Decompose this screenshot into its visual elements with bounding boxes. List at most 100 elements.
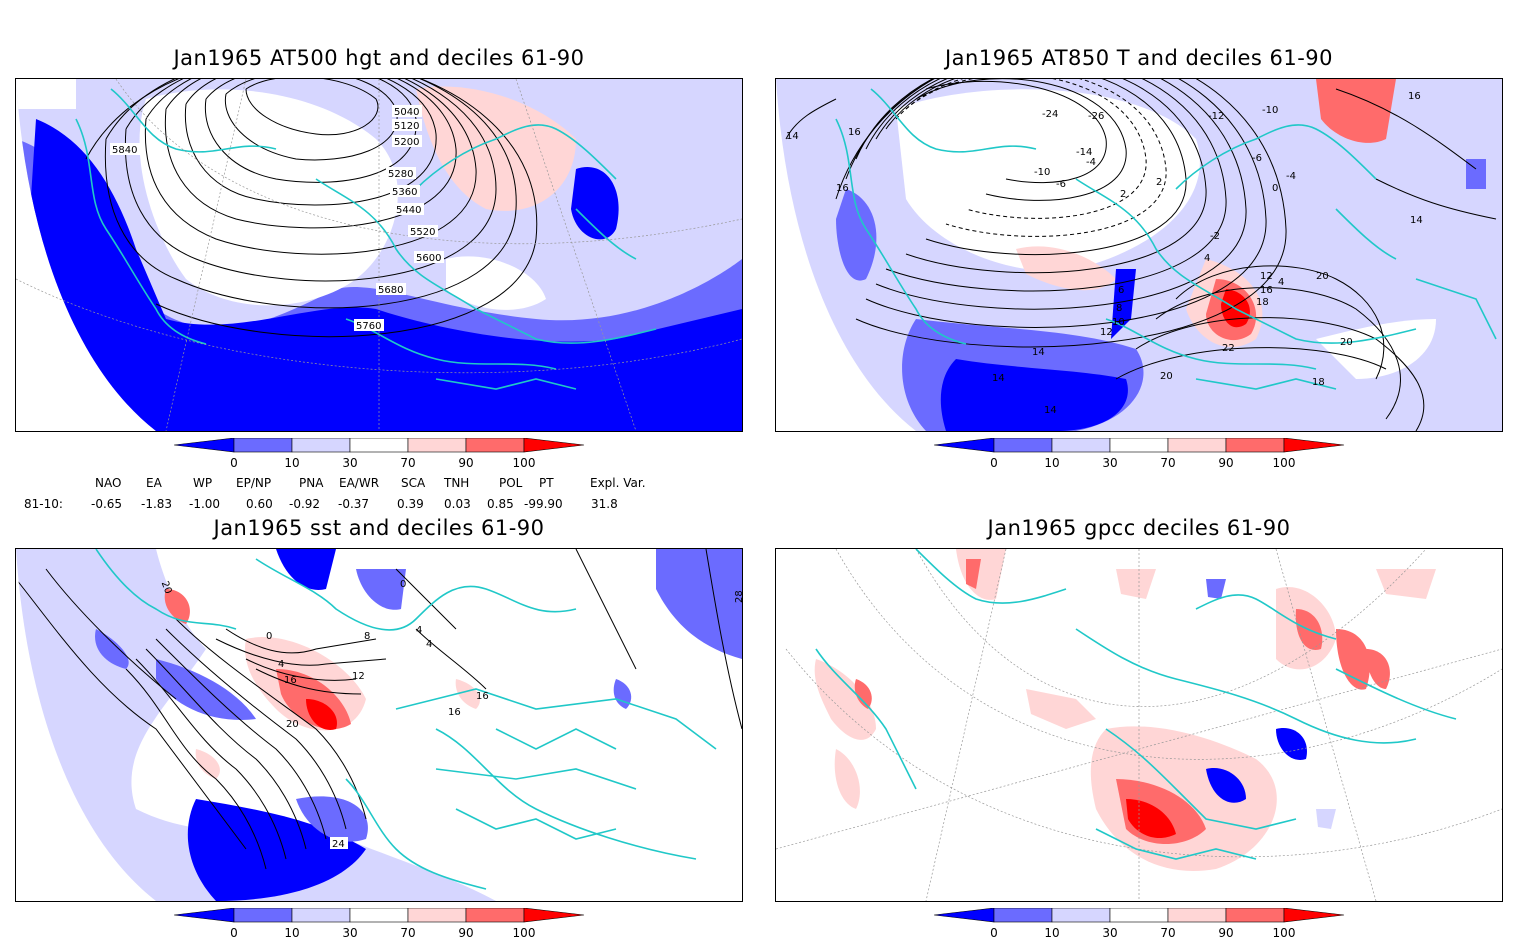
contour-label: 4 (1204, 253, 1210, 264)
contour-label: 0 (400, 579, 406, 590)
colorbar-segment (349, 438, 409, 453)
contour-label: 4 (1278, 277, 1284, 288)
panel-title-sst: Jan1965 sst and deciles 61-90 (213, 516, 545, 540)
index-header: TNH (444, 476, 470, 490)
contour-label: 5760 (356, 321, 381, 332)
index-header: SCA (401, 476, 426, 490)
colorbar-label: 70 (1160, 926, 1176, 940)
colorbar-segment (174, 438, 235, 453)
contour-label: 22 (1222, 343, 1235, 354)
colorbar-segment (233, 438, 293, 453)
panel-title-gpcc: Jan1965 gpcc deciles 61-90 (987, 516, 1291, 540)
colorbar-segment (1283, 908, 1345, 923)
contour-label: 10 (1112, 317, 1125, 328)
contour-label: -6 (1056, 179, 1066, 190)
map-sst: 20 0 4 8 12 16 16 20 24 28 0 4 4 16 (16, 549, 742, 901)
colorbar-label: 100 (512, 456, 536, 470)
colorbar-segment (174, 908, 235, 923)
colorbar-segment (993, 908, 1053, 923)
contour-label: 8 (364, 631, 370, 642)
colorbar-label: 100 (512, 926, 536, 940)
contour-label: 14 (992, 373, 1005, 384)
contour-label: 4 (426, 639, 432, 650)
colorbar-label: 30 (342, 926, 358, 940)
colorbar-label: 10 (284, 456, 300, 470)
colorbar-label: 0 (990, 926, 998, 940)
map-hgt: 5040 5120 5200 5280 5360 5440 5520 5600 … (16, 79, 742, 431)
contour-label: 12 (1260, 271, 1273, 282)
panel-title-t850: Jan1965 AT850 T and deciles 61-90 (944, 46, 1334, 70)
colorbar-segment (1225, 438, 1285, 453)
colorbar-segment (523, 438, 585, 453)
colorbar-segment (291, 908, 351, 923)
colorbar-label: 100 (1272, 926, 1296, 940)
colorbar-label: 30 (1102, 456, 1118, 470)
colorbar-segment (1283, 438, 1345, 453)
index-header: WP (193, 476, 213, 490)
contour-label: -4 (1286, 171, 1296, 182)
panel-title-hgt: Jan1965 AT500 hgt and deciles 61-90 (173, 46, 585, 70)
contour-label: 20 (1160, 371, 1173, 382)
map-panel-gpcc (775, 548, 1503, 902)
contour-label: 14 (786, 131, 799, 142)
contour-label: 5120 (394, 121, 419, 132)
colorbar-segment (934, 438, 995, 453)
contour-label: 5600 (416, 253, 441, 264)
contour-label: 12 (1100, 327, 1113, 338)
colorbar-segment (993, 438, 1053, 453)
contour-label: 14 (1410, 215, 1423, 226)
index-header: PNA (299, 476, 324, 490)
colorbar-segment (465, 438, 525, 453)
contour-label: 4 (278, 659, 284, 670)
index-header: POL (499, 476, 523, 490)
contour-label: 5680 (378, 285, 403, 296)
contour-label: 20 (286, 719, 299, 730)
index-value: -0.92 (289, 497, 321, 511)
index-value: -0.65 (91, 497, 123, 511)
colorbar-label: 0 (230, 456, 238, 470)
colorbar-sst: 0 10 30 70 90 100 (174, 908, 594, 942)
contour-label: 0 (266, 631, 272, 642)
colorbar-segment (407, 908, 467, 923)
contour-label: 16 (448, 707, 461, 718)
colorbar-segment (1167, 908, 1227, 923)
contour-label: 16 (836, 183, 849, 194)
contour-label: 24 (332, 839, 345, 850)
colorbar-segment (407, 438, 467, 453)
contour-label: -10 (1262, 105, 1278, 116)
index-value: -99.90 (524, 497, 563, 511)
colorbar-segment (1167, 438, 1227, 453)
contour-label: -14 (1076, 147, 1092, 158)
contour-label: 5840 (112, 145, 137, 156)
index-header: Expl. Var. (590, 476, 646, 490)
contour-label: 28 (734, 590, 742, 603)
contour-label: 16 (848, 127, 861, 138)
contour-label: 14 (1032, 347, 1045, 358)
map-gpcc (776, 549, 1502, 901)
contour-label: -6 (1252, 153, 1262, 164)
contour-label: 4 (416, 625, 422, 636)
contour-label: 2 (1156, 177, 1162, 188)
contour-labels: 20 0 4 8 12 16 16 20 24 28 0 4 4 16 (159, 579, 742, 850)
index-header: EA (146, 476, 162, 490)
colorbar-label: 0 (230, 926, 238, 940)
colorbar-segment (1051, 438, 1111, 453)
contour-label: 5200 (394, 137, 419, 148)
colorbar-label: 70 (1160, 456, 1176, 470)
colorbar-hgt: 0 10 30 70 90 100 (174, 438, 594, 472)
contour-label: 20 (159, 580, 174, 596)
contour-label: -24 (1042, 109, 1058, 120)
contour-label: -4 (1086, 157, 1096, 168)
colorbar-label: 90 (1218, 926, 1234, 940)
colorbar-label: 90 (1218, 456, 1234, 470)
colorbar-label: 10 (284, 926, 300, 940)
index-value: -1.83 (141, 497, 173, 511)
index-value: 31.8 (591, 497, 618, 511)
contour-label: -10 (1034, 167, 1050, 178)
contour-label: 5520 (410, 227, 435, 238)
contour-label: 20 (1316, 271, 1329, 282)
colorbar-segment (1109, 438, 1169, 453)
index-value: 0.39 (397, 497, 424, 511)
contour-label: 14 (1044, 405, 1057, 416)
contour-label: -12 (1208, 111, 1224, 122)
